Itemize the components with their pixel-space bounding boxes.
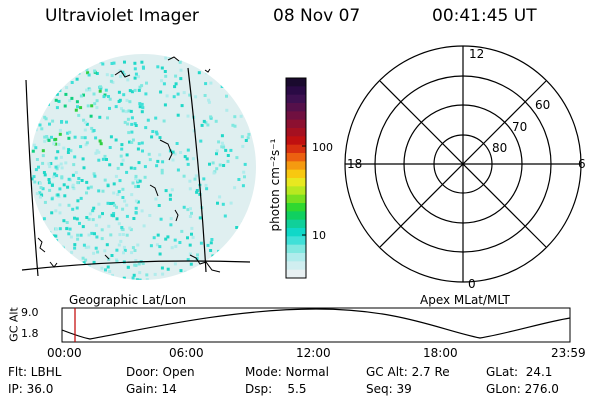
colorbar-tick-label: 10 (312, 229, 326, 242)
colorbar-swatch (286, 153, 306, 162)
colorbar-swatch (286, 244, 306, 254)
colorbar-swatch (286, 194, 306, 204)
colorbar-swatch (286, 136, 306, 146)
mlat-label-60: 60 (535, 98, 551, 112)
timeline-xtick: 23:59 (551, 346, 586, 360)
colorbar-swatch (286, 86, 306, 96)
info-dsp: Dsp: 5.5 (245, 382, 307, 396)
colorbar-swatch (286, 103, 306, 112)
colorbar-swatch (286, 203, 306, 212)
info-seq: Seq: 39 (366, 382, 412, 396)
colorbar-swatch (286, 111, 306, 121)
earth-disk (30, 54, 256, 280)
colorbar-swatch (286, 128, 306, 137)
timeline-ytick-top: 9.0 (21, 306, 39, 319)
colorbar-swatch (286, 261, 306, 271)
colorbar-swatch (286, 236, 306, 246)
info-mode: Mode: Normal (245, 365, 329, 379)
colorbar-swatch (286, 119, 306, 129)
geo-panel-label: Geographic Lat/Lon (69, 293, 187, 307)
colorbar-swatch (286, 161, 306, 171)
colorbar-swatch (286, 78, 306, 87)
mlt-label-left: 18 (347, 157, 363, 171)
info-door: Door: Open (126, 365, 195, 379)
info-gc-alt: GC Alt: 2.7 Re (366, 365, 450, 379)
colorbar-tick-label: 100 (312, 141, 333, 154)
polar-grid (344, 45, 582, 283)
timeline-ytick-bottom: 1.8 (21, 327, 39, 340)
timeline-xtick: 18:00 (423, 346, 458, 360)
observation-date: 08 Nov 07 (273, 6, 361, 26)
info-glat: GLat: 24.1 (486, 365, 553, 379)
mlat-label-70: 70 (512, 120, 528, 134)
colorbar-swatch (286, 169, 306, 179)
observation-time: 00:41:45 UT (432, 6, 537, 26)
colorbar (285, 77, 307, 279)
colorbar-swatch (286, 228, 306, 237)
colorbar-swatch (286, 186, 306, 196)
polar-grid-panel (344, 45, 582, 283)
timeline-xtick: 06:00 (169, 346, 204, 360)
mlt-label-top: 12 (469, 47, 485, 61)
colorbar-swatch (286, 253, 306, 262)
colorbar-swatch (286, 219, 306, 229)
colorbar-swatch (286, 144, 306, 154)
geographic-grid-lines (21, 67, 251, 277)
altitude-timeline (61, 307, 571, 343)
colorbar-swatch (286, 94, 306, 104)
colorbar-scale (286, 78, 306, 279)
mlt-label-right: 6 (578, 157, 586, 171)
coastline-outlines (37, 56, 221, 273)
polar-panel-label: Apex MLat/MLT (420, 293, 510, 307)
info-gain: Gain: 14 (126, 382, 177, 396)
colorbar-unit-label: photon cm⁻²s⁻¹ (268, 138, 282, 232)
timeline-xtick: 00:00 (47, 346, 82, 360)
mlat-label-80: 80 (492, 141, 508, 155)
instrument-title: Ultraviolet Imager (45, 6, 199, 26)
colorbar-ticks (302, 145, 306, 236)
info-ip: IP: 36.0 (8, 382, 54, 396)
colorbar-swatch (286, 178, 306, 187)
info-glon: GLon: 276.0 (486, 382, 559, 396)
geo-image-panel (21, 54, 256, 280)
timeline-xtick: 12:00 (296, 346, 331, 360)
altitude-curve (61, 308, 571, 340)
colorbar-swatch (286, 211, 306, 221)
colorbar-swatch (286, 269, 306, 279)
timeline-ylabel: GC Alt (7, 307, 21, 342)
mlt-label-bottom: 0 (468, 277, 476, 291)
info-filter: Flt: LBHL (8, 365, 62, 379)
